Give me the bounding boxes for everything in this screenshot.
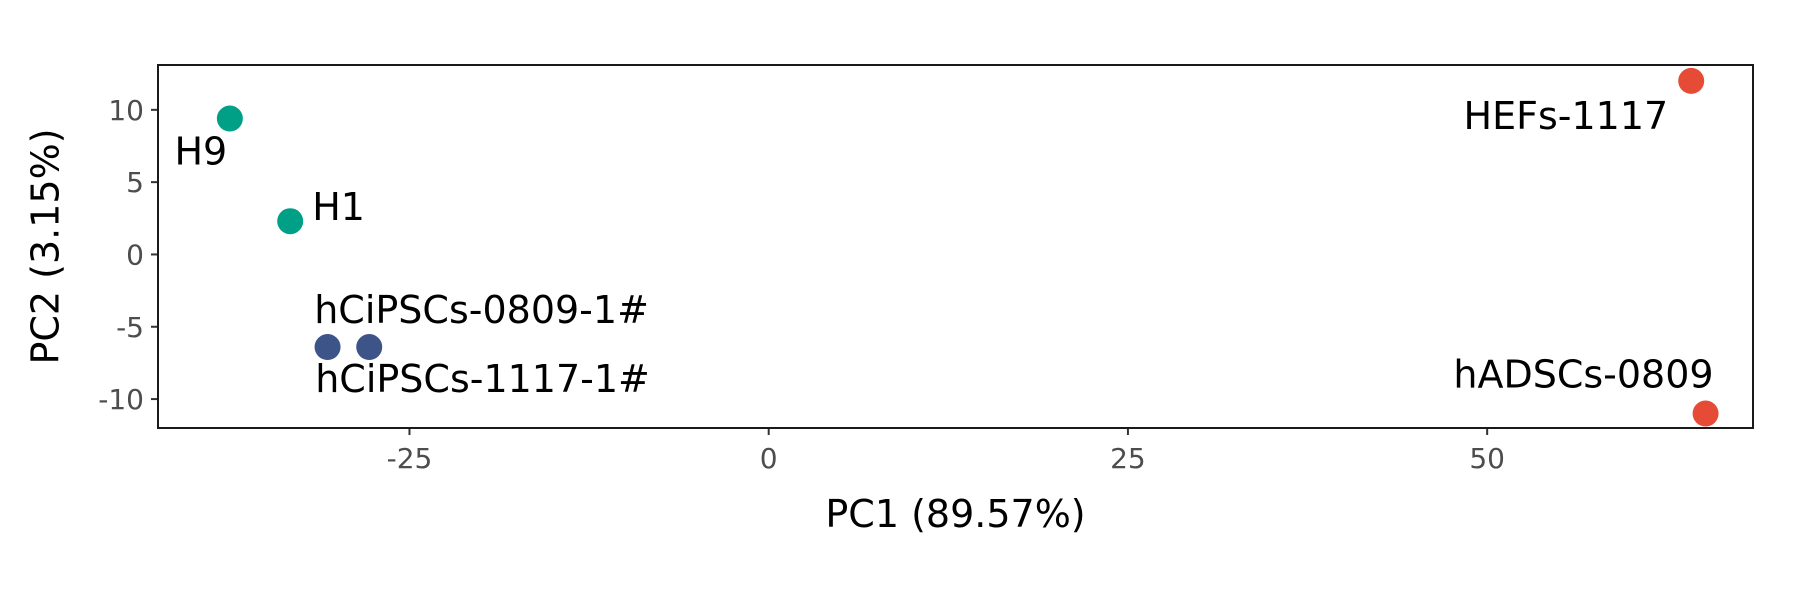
point-label: hCiPSCs-0809-1# — [314, 288, 649, 332]
labels-layer: H9 H1 hCiPSCs-0809-1# hCiPSCs-1117-1# HEFs-1… — [174, 94, 1713, 401]
scatter-point — [216, 105, 243, 132]
x-tick-label: 50 — [1469, 442, 1505, 475]
y-tick-label: -10 — [98, 383, 144, 416]
point-label: H1 — [312, 185, 365, 229]
plot-panel-border — [157, 64, 1754, 429]
point-label: hCiPSCs-1117-1# — [315, 357, 650, 401]
point-label: H9 — [174, 130, 227, 174]
y-tick-label: 5 — [126, 166, 144, 199]
point-label: HEFs-1117 — [1464, 94, 1669, 138]
y-tick-label: -5 — [116, 311, 144, 344]
scatter-point — [356, 334, 383, 361]
x-tick-label: 25 — [1110, 442, 1146, 475]
scatter-point — [1692, 400, 1719, 427]
y-axis-title: PC2 (3.15%) — [24, 128, 68, 364]
y-tick-label: 10 — [108, 94, 144, 127]
point-label: hADSCs-0809 — [1453, 353, 1713, 397]
x-axis-title: PC1 (89.57%) — [825, 492, 1085, 536]
points-layer — [216, 67, 1719, 427]
axis-layer: -25 0 25 50 -10 -5 0 5 10 — [98, 94, 1505, 475]
scatter-point — [277, 208, 304, 235]
y-tick-label: 0 — [126, 238, 144, 271]
x-tick-label: -25 — [387, 442, 433, 475]
scatter-point — [314, 334, 341, 361]
x-tick-label: 0 — [760, 442, 778, 475]
scatter-point — [1678, 67, 1705, 94]
